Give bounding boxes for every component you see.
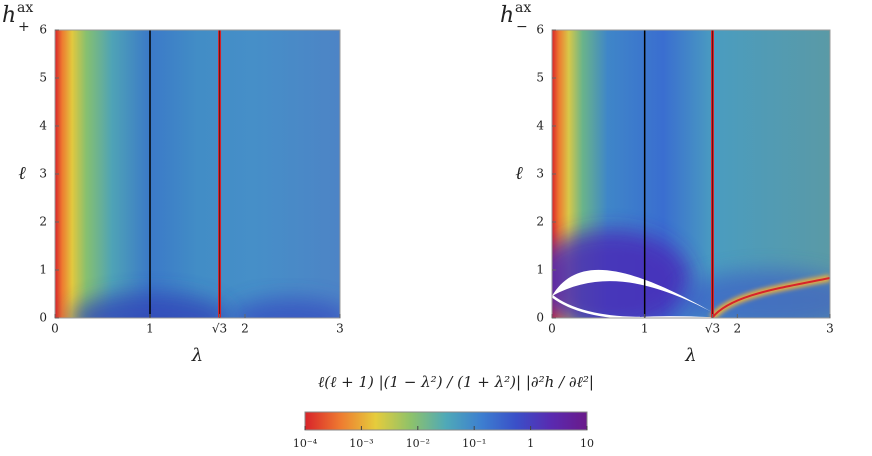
colorbar-tick-label: 10 <box>580 437 594 450</box>
y-tick-label: 0 <box>39 311 47 325</box>
title-sub: + <box>18 19 30 35</box>
y-tick-label: 0 <box>536 311 544 325</box>
colorbar-tick-label: 10⁻¹ <box>462 437 486 450</box>
x-tick-label: 0 <box>548 322 556 336</box>
y-tick-label: 4 <box>39 119 47 133</box>
x-tick-label: 2 <box>734 322 742 336</box>
colorbar-tick-label: 1 <box>527 437 534 450</box>
y-tick-label: 4 <box>536 119 544 133</box>
colorbar-tick-label: 10⁻³ <box>349 437 373 450</box>
field-lines <box>643 30 721 318</box>
x-axis-label: λ <box>684 345 696 366</box>
x-tick-label: √3 <box>705 322 720 336</box>
field-lines <box>149 30 228 318</box>
density-field <box>552 30 830 318</box>
y-tick-label: 1 <box>536 263 544 277</box>
y-tick-label: 2 <box>536 215 544 229</box>
density-field <box>55 30 340 318</box>
title-sup: ax <box>17 0 33 16</box>
y-tick-label: 2 <box>39 215 47 229</box>
y-axis-label: ℓ <box>18 163 26 184</box>
x-axis-label: λ <box>191 345 203 366</box>
title-sub: − <box>516 19 528 35</box>
y-tick-label: 3 <box>39 167 47 181</box>
y-tick-label: 3 <box>536 167 544 181</box>
x-tick-label: 1 <box>641 322 649 336</box>
y-axis-label: ℓ <box>515 163 523 184</box>
y-tick-label: 6 <box>39 23 47 37</box>
y-tick-label: 5 <box>536 71 544 85</box>
title-sup: ax <box>515 0 531 16</box>
colorbar-tick-label: 10⁻² <box>406 437 430 450</box>
x-tick-label: 3 <box>336 322 344 336</box>
colorbar-label: ℓ(ℓ + 1) |(1 − λ²) / (1 + λ²)| |∂²h / ∂ℓ… <box>318 373 594 391</box>
colorbar <box>304 411 588 431</box>
title-base: h <box>500 3 514 28</box>
x-tick-label: 2 <box>241 322 249 336</box>
y-tick-label: 5 <box>39 71 47 85</box>
y-tick-label: 1 <box>39 263 47 277</box>
x-tick-label: 1 <box>146 322 154 336</box>
title-base: h <box>2 3 16 28</box>
y-tick-label: 6 <box>536 23 544 37</box>
white-region <box>552 269 712 312</box>
colorbar-tick-label: 10⁻⁴ <box>293 437 318 450</box>
x-tick-label: √3 <box>212 322 227 336</box>
x-tick-label: 3 <box>826 322 834 336</box>
x-tick-label: 0 <box>51 322 59 336</box>
